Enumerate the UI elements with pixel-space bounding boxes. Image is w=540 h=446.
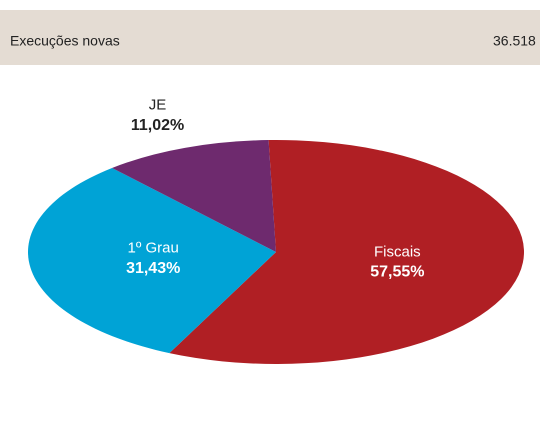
slice-label: JE [149, 97, 167, 114]
slice-value: 11,02% [131, 117, 184, 134]
slice-label: Fiscais [374, 243, 421, 260]
pie-slice [112, 140, 276, 252]
slice-value: 31,43% [126, 260, 180, 277]
header-label: Execuções novas [10, 33, 120, 49]
header-value: 36.518 [493, 33, 536, 49]
slice-label: 1º Grau [128, 240, 179, 257]
header-band [0, 10, 540, 65]
pie-slice [28, 167, 276, 354]
slice-value: 57,55% [370, 264, 424, 281]
pie-slice [169, 140, 524, 364]
